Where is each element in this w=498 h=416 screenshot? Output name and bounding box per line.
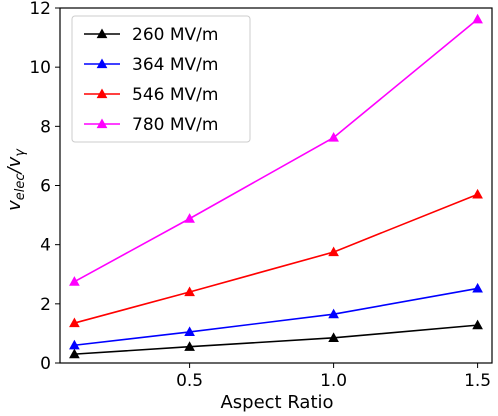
legend-item: 364 MV/m [84, 55, 218, 75]
y-tick-label: 8 [40, 117, 51, 137]
data-point [184, 286, 195, 297]
data-point [472, 282, 483, 293]
data-point [472, 188, 483, 199]
x-tick-label: 1.0 [320, 371, 347, 391]
data-point [69, 348, 80, 359]
x-tick-label: 1.5 [464, 371, 491, 391]
y-tick-label: 0 [40, 354, 51, 374]
series-line [74, 18, 479, 283]
y-axis-ticks: 0 2 4 6 8 10 12 [29, 0, 60, 374]
y-axis-label-main: v [4, 200, 25, 211]
data-point [184, 326, 195, 337]
data-point [328, 246, 339, 257]
legend-box [71, 15, 251, 143]
y-tick-label: 12 [29, 0, 51, 19]
legend-label: 546 MV/m [132, 85, 218, 105]
legend-item: 780 MV/m [84, 115, 218, 135]
y-tick-label: 10 [29, 58, 51, 78]
legend-item: 546 MV/m [84, 85, 218, 105]
legend-marker [96, 58, 108, 69]
y-axis-label-sub1: elec [13, 174, 28, 201]
series-layer [69, 13, 483, 359]
legend-item: 260 MV/m [84, 25, 218, 45]
y-tick-label: 2 [40, 295, 51, 315]
legend-label: 260 MV/m [132, 25, 218, 45]
legend-label: 364 MV/m [132, 55, 218, 75]
legend-marker [96, 28, 108, 39]
x-axis-label: Aspect Ratio [220, 392, 333, 413]
x-axis-ticks: 0.5 1.0 1.5 [176, 363, 491, 391]
data-point [328, 132, 339, 142]
y-tick-label: 4 [40, 236, 51, 256]
y-tick-label: 6 [40, 177, 51, 197]
legend-marker [96, 88, 108, 99]
series-line [74, 324, 478, 355]
series-1 [69, 319, 483, 359]
data-point [328, 332, 339, 342]
legend-label: 780 MV/m [132, 115, 218, 135]
data-point [184, 341, 195, 351]
x-tick-label: 0.5 [176, 371, 203, 391]
y-axis-label-sep: /v [4, 156, 25, 175]
series-3 [69, 188, 483, 328]
data-point [184, 213, 195, 223]
series-line [74, 193, 478, 324]
series-2 [69, 282, 483, 350]
y-axis-label: velec/vγ [4, 148, 28, 211]
series-line [74, 287, 478, 347]
series-4 [69, 13, 483, 286]
data-point [69, 339, 80, 350]
y-axis-label-sub2: γ [13, 148, 28, 157]
data-point [472, 319, 483, 330]
data-point [69, 317, 80, 328]
data-point [69, 276, 80, 286]
legend-marker [96, 118, 108, 129]
data-point [472, 13, 483, 24]
data-point [328, 308, 339, 319]
legend: 260 MV/m 364 MV/m 546 MV/m 780 MV/m [71, 15, 251, 143]
